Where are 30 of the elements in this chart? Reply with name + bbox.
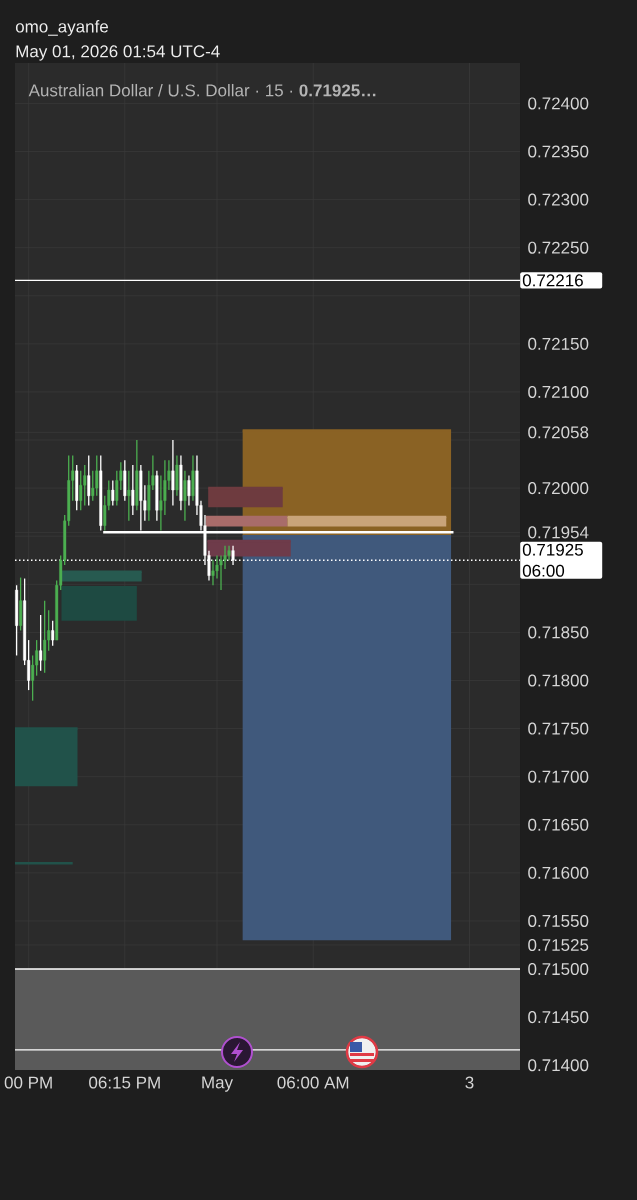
x-tick-label: 06:15 PM — [89, 1076, 160, 1089]
y-tick-label: 0.71750 — [528, 722, 589, 735]
ref-line-label: 0.71925 06:00 — [522, 543, 583, 577]
annotation: Australian Dollar / U.S. Dollar · 15 · 0.71925… — [28, 83, 376, 97]
y-tick-label: 0.72058 — [528, 426, 589, 439]
y-tick-label: 0.72100 — [528, 385, 589, 398]
y-tick-label: 0.71650 — [528, 818, 589, 831]
x-tick-label: 06:00 AM — [277, 1076, 349, 1089]
y-tick-label: 0.71500 — [528, 963, 589, 976]
chart-subtitle: May 01, 2026 01:54 UTC-4 — [16, 45, 220, 61]
chart-title: omo_ayanfe — [15, 20, 108, 36]
y-tick-label: 0.72400 — [528, 97, 589, 110]
x-tick-label: May — [202, 1076, 234, 1092]
y-tick-label: 0.72000 — [528, 482, 589, 495]
y-tick-label: 0.71600 — [528, 866, 589, 879]
y-tick-label: 0.71525 — [528, 938, 589, 951]
y-tick-label: 0.71850 — [528, 626, 589, 639]
x-tick-label: 00 PM — [4, 1076, 52, 1089]
ref-line-label: 0.72216 — [522, 274, 583, 287]
y-tick-label: 0.71800 — [528, 674, 589, 687]
y-tick-label: 0.72250 — [528, 241, 589, 254]
y-tick-label: 0.71700 — [528, 770, 589, 783]
y-tick-label: 0.72150 — [528, 337, 589, 350]
y-tick-label: 0.71954 — [528, 526, 589, 539]
y-tick-label: 0.72350 — [528, 145, 589, 158]
y-tick-label: 0.71550 — [528, 914, 589, 927]
x-tick-label: 3 — [465, 1076, 474, 1089]
y-tick-label: 0.72300 — [528, 193, 589, 206]
y-tick-label: 0.71450 — [528, 1011, 589, 1024]
y-tick-label: 0.71400 — [528, 1059, 589, 1072]
